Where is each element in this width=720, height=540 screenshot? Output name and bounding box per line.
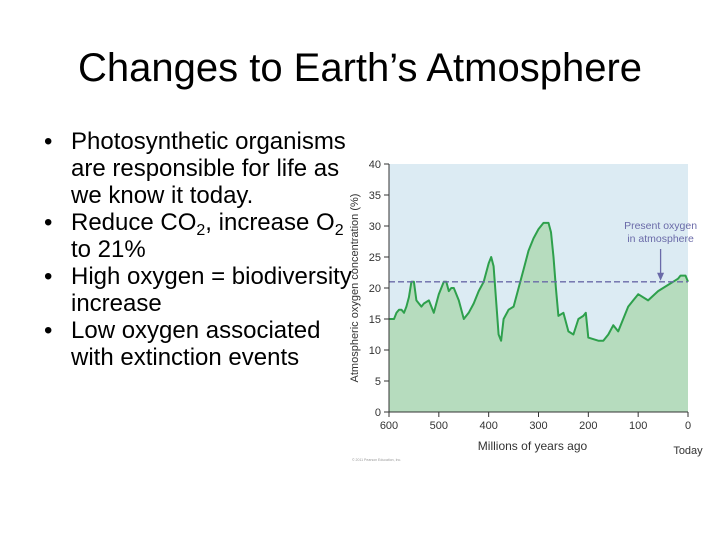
bullet-dot: • [44,209,53,236]
copyright-credit: © 2011 Pearson Education, Inc. [352,458,401,462]
bullet-item: • High oxygen = biodiversity increase [44,263,364,317]
bullet-dot: • [44,263,53,290]
x-tick-label: 400 [479,420,497,432]
bullet-list: • Photosynthetic organisms are responsibl… [44,128,364,371]
annotation-line-2: in atmosphere [627,233,694,245]
y-tick-label: 35 [369,190,381,202]
bullet-text: Reduce CO [71,209,197,236]
y-tick-label: 5 [375,376,381,388]
y-axis-label: Atmospheric oxygen concentration (%) [349,194,361,383]
bullet-dot: • [44,317,53,344]
bullet-text: , increase O [205,209,335,236]
x-tick-label: 600 [380,420,398,432]
y-tick-label: 40 [369,159,381,171]
y-tick-label: 30 [369,221,381,233]
bullet-item: • Photosynthetic organisms are responsibl… [44,128,364,209]
slide-title: Changes to Earth’s Atmosphere [77,46,643,90]
bullet-dot: • [44,128,53,155]
today-label: Today [673,445,703,457]
x-tick-label: 200 [579,420,597,432]
annotation-line-1: Present oxygen [624,220,697,232]
x-tick-label: 500 [430,420,448,432]
x-tick-label: 100 [629,420,647,432]
subscript: 2 [196,222,206,239]
subscript: 2 [334,222,344,239]
y-tick-label: 20 [369,283,381,295]
y-tick-label: 0 [375,407,381,419]
oxygen-area [389,222,688,412]
bullet-text: High oxygen = biodiversity increase [71,263,352,317]
bullet-text: Photosynthetic organisms are responsible… [71,128,346,209]
bullet-item: • Reduce CO2, increase O2 to 21% [44,209,364,263]
oxygen-chart: 0 5 10 15 20 25 30 35 40 600 500 400 300 200 100 0 Atmo… [349,159,703,462]
oxygen-line [389,221,689,342]
y-tick-label: 25 [369,252,381,264]
bullet-text: to 21% [71,236,146,263]
y-tick-label: 10 [369,345,381,357]
x-axis-label: Millions of years ago [478,439,588,453]
annotation-arrowhead [657,272,665,281]
bullet-item: • Low oxygen associated with extinction e… [44,317,364,371]
y-tick-label: 15 [369,314,381,326]
x-tick-label: 0 [685,420,691,432]
x-tick-label: 300 [529,420,547,432]
bullet-text: Low oxygen associated with extinction ev… [71,317,321,371]
